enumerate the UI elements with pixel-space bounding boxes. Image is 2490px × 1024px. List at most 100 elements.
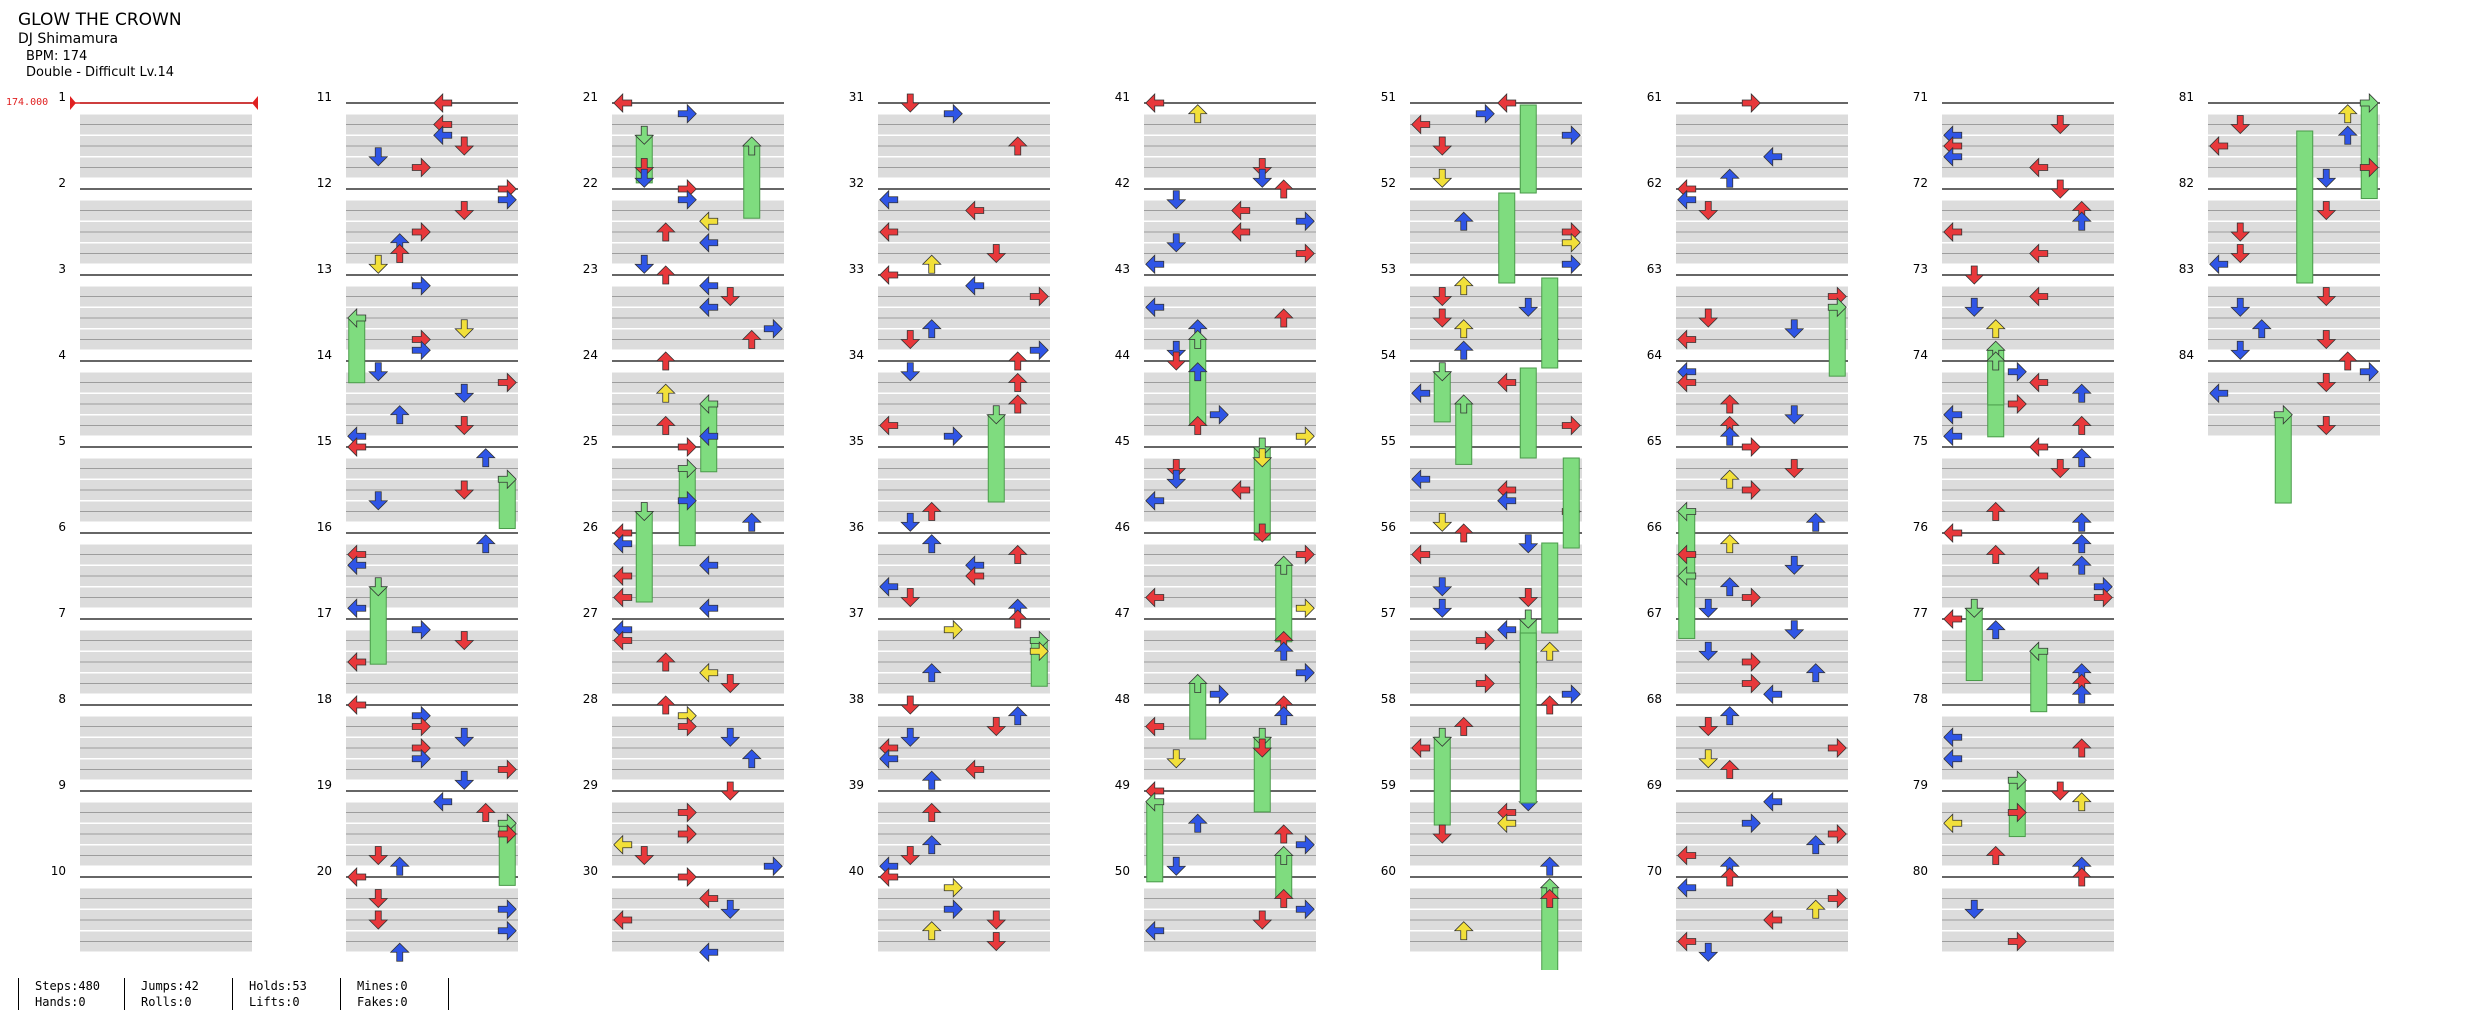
step-arrow-down <box>454 201 475 221</box>
step-arrow-left <box>433 791 453 812</box>
measure-number: 63 <box>1647 262 1662 276</box>
step-arrow-right <box>677 867 697 887</box>
step-arrow-right <box>677 802 697 823</box>
step-arrow-down <box>2316 373 2337 393</box>
measure-number: 25 <box>583 434 598 448</box>
step-arrow-down <box>1432 308 1453 328</box>
measure-number: 7 <box>58 606 66 620</box>
step-arrow-up <box>1453 921 1474 941</box>
step-arrow-right <box>411 748 431 769</box>
step-arrow-left <box>2209 254 2229 275</box>
hold-body <box>2274 414 2292 504</box>
step-arrow-left <box>1677 566 1697 586</box>
step-arrow-up <box>1719 394 1740 414</box>
step-arrow-up <box>1007 706 1028 726</box>
step-arrow-down <box>900 846 921 866</box>
stat-steps: Steps:480 <box>35 979 101 993</box>
step-arrow-right <box>411 222 431 242</box>
song-header: GLOW THE CROWN DJ Shimamura BPM: 174 Dou… <box>18 10 182 81</box>
step-arrow-left <box>699 232 719 253</box>
step-arrow-up <box>741 329 762 349</box>
measure-number: 46 <box>1115 520 1130 534</box>
step-arrow-down <box>1518 588 1539 608</box>
step-arrow-left <box>2029 372 2049 393</box>
step-arrow-down <box>2316 201 2337 221</box>
stats-group-mines: Mines:0 Fakes:0 <box>340 978 447 1010</box>
measure-number: 72 <box>1913 176 1928 190</box>
step-arrow-left <box>699 942 719 963</box>
measure-number: 48 <box>1115 692 1130 706</box>
step-arrow-down <box>1252 437 1273 457</box>
step-arrow-up <box>389 405 410 425</box>
step-arrow-right <box>2359 361 2379 382</box>
step-arrow-left <box>347 308 367 328</box>
step-arrow-down <box>1784 319 1805 339</box>
measure-number: 30 <box>583 864 598 878</box>
step-arrow-down <box>1166 351 1187 371</box>
hold-body <box>2296 130 2314 284</box>
step-arrow-right <box>1209 404 1229 425</box>
step-arrow-left <box>1763 146 1783 167</box>
step-arrow-right <box>1475 673 1495 694</box>
step-arrow-down <box>2050 115 2071 135</box>
stat-hands: Hands:0 <box>35 995 86 1009</box>
step-arrow-left <box>1411 738 1431 758</box>
measure-number: 47 <box>1115 606 1130 620</box>
bpm-marker-label: 174.000 <box>6 97 49 108</box>
measure-number: 50 <box>1115 864 1130 878</box>
step-arrow-left <box>347 867 367 887</box>
song-bpm: BPM: 174 <box>26 48 88 64</box>
step-arrow-left <box>1497 490 1517 511</box>
step-arrow-down <box>634 502 655 522</box>
step-arrow-left <box>879 576 899 597</box>
step-arrow-up <box>1273 888 1294 908</box>
step-arrow-right <box>497 189 517 210</box>
step-arrow-right <box>1827 297 1847 318</box>
step-arrow-down <box>368 362 389 382</box>
bpm-marker-end <box>252 96 258 110</box>
measure-number: 22 <box>583 176 598 190</box>
step-arrow-right <box>677 437 697 457</box>
step-arrow-left <box>613 630 633 651</box>
measure-number: 35 <box>849 434 864 448</box>
step-arrow-down <box>454 136 475 156</box>
measure-number: 26 <box>583 520 598 534</box>
step-arrow-right <box>677 189 697 210</box>
measure-number: 1 <box>58 90 66 104</box>
step-arrow-left <box>433 125 453 146</box>
stats-end-divider <box>448 978 449 1010</box>
step-arrow-down <box>634 254 655 274</box>
step-arrow-left <box>1145 791 1165 812</box>
measure-number: 40 <box>849 864 864 878</box>
measure-number: 69 <box>1647 778 1662 792</box>
measure-number: 77 <box>1913 606 1928 620</box>
step-arrow-up <box>1539 856 1560 876</box>
step-arrow-down <box>634 158 655 178</box>
step-arrow-up <box>2071 555 2092 575</box>
step-arrow-left <box>1677 372 1697 393</box>
step-arrow-left <box>1677 877 1697 898</box>
measure-number: 34 <box>849 348 864 362</box>
step-arrow-down <box>720 781 741 801</box>
step-arrow-left <box>879 189 899 210</box>
step-arrow-right <box>497 372 517 393</box>
step-arrow-left <box>1497 813 1517 834</box>
measure-number: 20 <box>317 864 332 878</box>
step-arrow-down <box>986 717 1007 737</box>
step-arrow-left <box>1943 146 1963 167</box>
stats-group-steps: Steps:480 Hands:0 <box>18 978 125 1010</box>
step-arrow-down <box>720 674 741 694</box>
measure-number: 45 <box>1115 434 1130 448</box>
step-arrow-down <box>2050 179 2071 199</box>
step-arrow-up <box>1985 845 2006 865</box>
step-arrow-left <box>1677 501 1697 522</box>
measure-number: 58 <box>1381 692 1396 706</box>
step-arrow-up <box>921 501 942 521</box>
bpm-marker-start <box>70 96 76 110</box>
step-arrow-down <box>1698 641 1719 661</box>
step-arrow-down <box>1252 727 1273 747</box>
step-arrow-right <box>677 490 697 511</box>
step-arrow-up <box>1719 534 1740 554</box>
step-arrow-left <box>699 888 719 909</box>
step-arrow-left <box>699 297 719 318</box>
